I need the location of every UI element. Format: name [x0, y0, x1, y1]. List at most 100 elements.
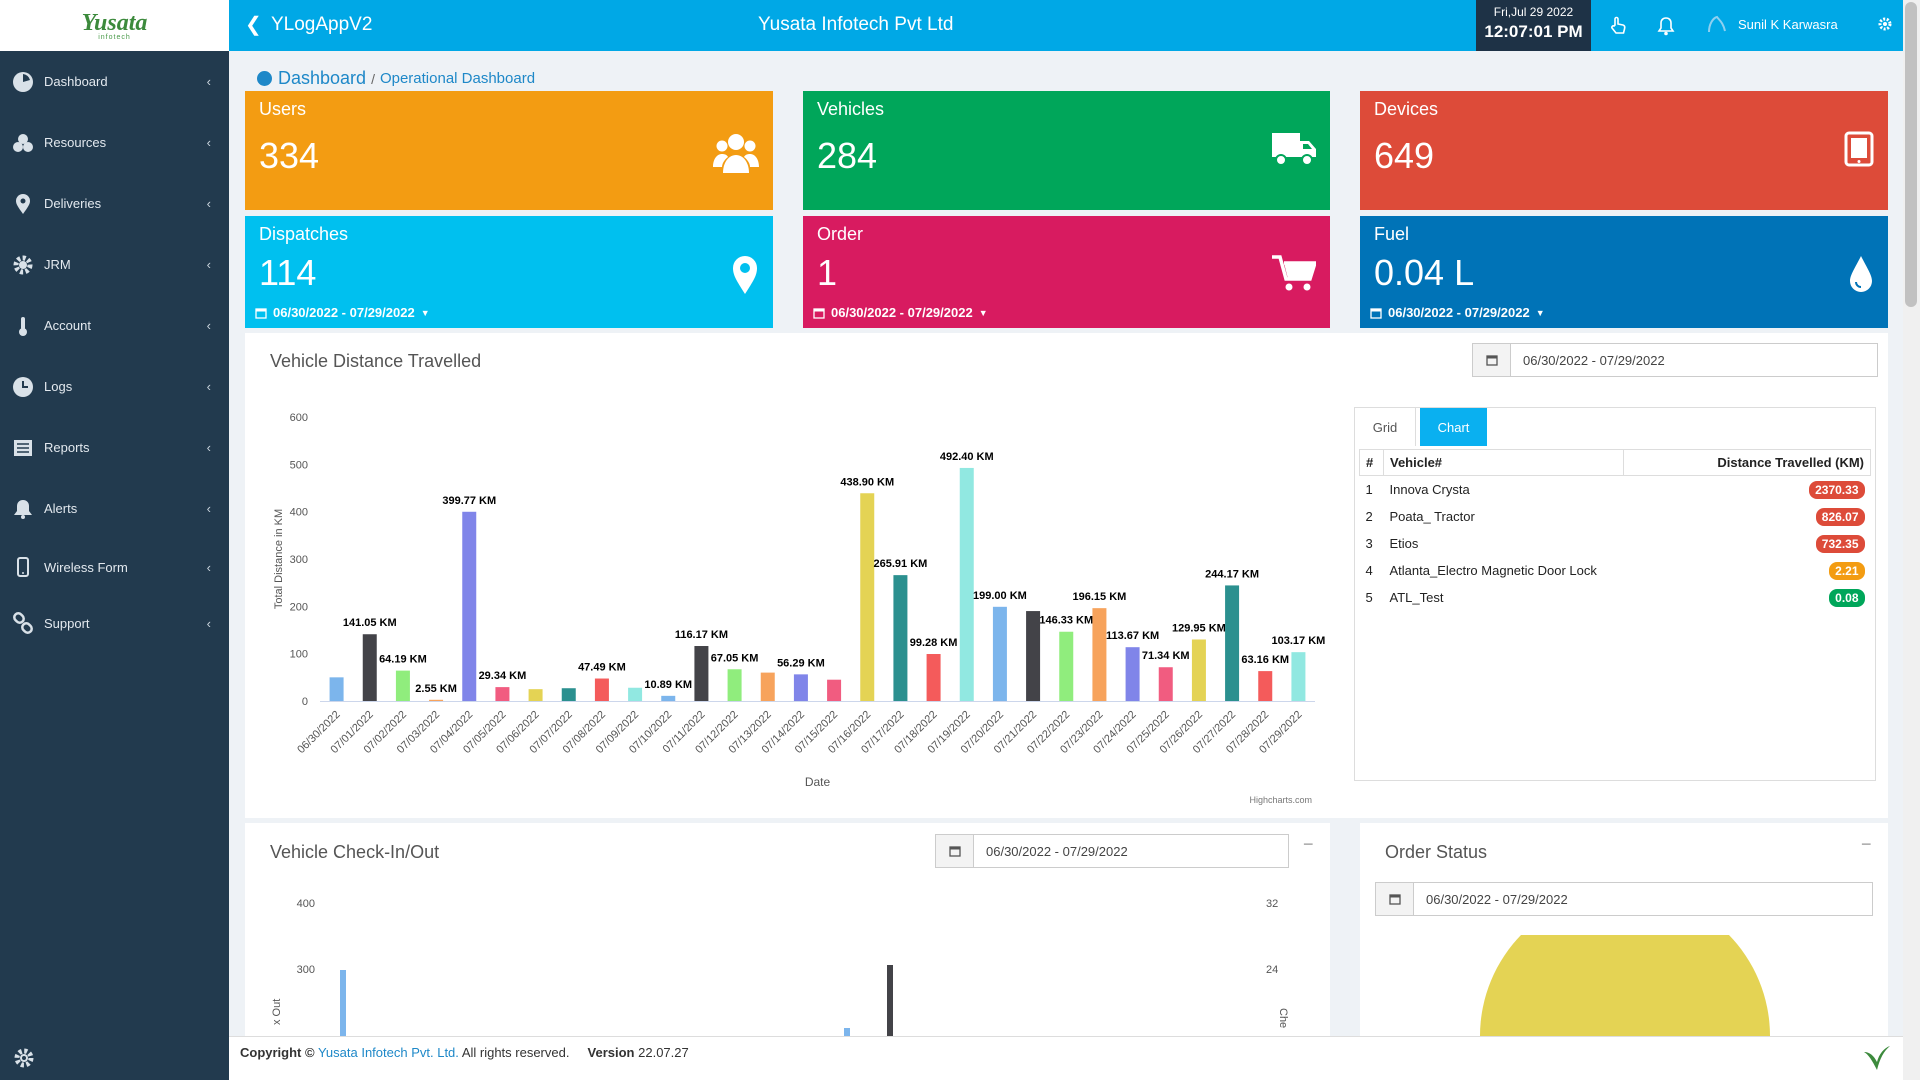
company-name: Yusata Infotech Pvt Ltd [758, 14, 954, 35]
tile-date-range-picker[interactable]: 06/30/2022 - 07/29/2022 ▼ [255, 305, 430, 320]
bar-07-23-2022 [1092, 608, 1107, 701]
bar-07-09-2022 [628, 687, 643, 701]
users-icon [713, 131, 759, 180]
row-number: 2 [1365, 508, 1373, 524]
row-vehicle: Etios [1389, 535, 1419, 551]
checkin-y-tick-300: 300 [297, 964, 315, 976]
breadcrumb-current: Operational Dashboard [379, 70, 536, 87]
user-name[interactable]: Sunil K Karwasra [1738, 17, 1838, 32]
y-tick-label: 500 [290, 459, 308, 471]
sidebar-item-deliveries[interactable]: Deliveries ‹ [0, 173, 229, 234]
tile-date-range-picker[interactable]: 06/30/2022 - 07/29/2022 ▼ [1370, 305, 1545, 320]
column-header-distance: Distance Travelled (KM) [1623, 449, 1871, 476]
chart-credit: Highcharts.com [1249, 795, 1312, 805]
data-label: 64.19 KM [379, 654, 427, 666]
hand-pointer-icon[interactable] [1609, 16, 1627, 41]
calendar-icon [813, 307, 825, 319]
breadcrumb-dashboard[interactable]: Dashboard [278, 68, 367, 88]
tile-date-range-picker[interactable]: 06/30/2022 - 07/29/2022 ▼ [813, 305, 988, 320]
data-label: 438.90 KM [840, 476, 894, 488]
dashboard-icon [12, 71, 34, 93]
avatar[interactable] [1705, 14, 1729, 39]
stat-tile-users[interactable]: Users 334 [245, 91, 773, 210]
sidebar-item-jrm[interactable]: JRM ‹ [0, 234, 229, 295]
share-settings-icon[interactable] [1877, 16, 1893, 37]
bell-icon[interactable] [1657, 16, 1675, 41]
tile-label: Vehicles [817, 99, 885, 119]
bar-07-03-2022 [429, 699, 444, 701]
tab-chart[interactable]: Chart [1420, 408, 1487, 446]
sidebar-item-label: Wireless Form [44, 559, 128, 575]
gear-icon [14, 1048, 34, 1068]
stat-tile-order[interactable]: Order 1 06/30/2022 - 07/29/2022 ▼ [803, 216, 1330, 328]
checkin-right-tick-32: 32 [1266, 898, 1278, 910]
back-arrow-icon[interactable]: ❮ [245, 14, 262, 36]
date-time-display: Fri,Jul 29 2022 12:07:01 PM [1476, 0, 1591, 51]
tile-date-range: 06/30/2022 - 07/29/2022 [273, 305, 415, 320]
table-row[interactable]: 2 Poata_ Tractor 826.07 [1360, 503, 1871, 530]
chevron-left-icon: ‹ [206, 615, 211, 631]
collapse-order-button[interactable]: − [1861, 834, 1872, 854]
chevron-left-icon: ‹ [206, 196, 211, 211]
table-row[interactable]: 5 ATL_Test 0.08 [1360, 584, 1871, 611]
bar-07-07-2022 [561, 688, 576, 701]
data-label: 199.00 KM [973, 590, 1027, 602]
data-label: 56.29 KM [777, 657, 825, 669]
data-label: 29.34 KM [479, 670, 527, 682]
bar-07-12-2022 [727, 669, 742, 701]
logo-text: Yusata [81, 10, 148, 36]
bar-07-16-2022 [860, 493, 875, 701]
footer-company-link[interactable]: Yusata Infotech Pvt. Ltd. [317, 1045, 459, 1060]
data-label: 244.17 KM [1205, 568, 1259, 580]
checkin-date-range-input[interactable]: 06/30/2022 - 07/29/2022 [935, 834, 1289, 868]
tab-grid[interactable]: Grid [1355, 408, 1416, 446]
data-label: 113.67 KM [1106, 630, 1159, 642]
distance-date-range-input[interactable]: 06/30/2022 - 07/29/2022 [1472, 343, 1878, 377]
data-label: 141.05 KM [343, 617, 397, 629]
stat-tile-vehicles[interactable]: Vehicles 284 [803, 91, 1330, 210]
bar-07-27-2022 [1225, 585, 1240, 701]
sidebar-item-account[interactable]: Account ‹ [0, 295, 229, 356]
sidebar-item-resources[interactable]: Resources ‹ [0, 112, 229, 173]
sidebar-item-reports[interactable]: Reports ‹ [0, 417, 229, 478]
data-label: 63.16 KM [1241, 654, 1289, 666]
clock-icon [12, 376, 34, 398]
sidebar-item-logs[interactable]: Logs ‹ [0, 356, 229, 417]
data-label: 399.77 KM [442, 495, 496, 507]
table-row[interactable]: 4 Atlanta_Electro Magnetic Door Lock 2.21 [1360, 557, 1871, 584]
stat-tile-devices[interactable]: Devices 649 [1360, 91, 1888, 210]
checkin-y-tick-400: 400 [297, 898, 315, 910]
brand-logo[interactable]: Yusata infotech [0, 0, 229, 51]
app-name: YLogAppV2 [271, 14, 373, 35]
resources-icon [12, 132, 34, 154]
data-label: 10.89 KM [644, 679, 692, 691]
current-time: 12:07:01 PM [1484, 22, 1583, 41]
order-date-range-input[interactable]: 06/30/2022 - 07/29/2022 [1375, 882, 1873, 916]
sidebar-item-support[interactable]: Support ‹ [0, 595, 229, 651]
sidebar-settings-button[interactable] [0, 1036, 229, 1080]
sidebar-item-dashboard[interactable]: Dashboard ‹ [0, 51, 229, 112]
sidebar-item-label: Dashboard [44, 74, 108, 89]
table-row[interactable]: 1 Innova Crysta 2370.33 [1360, 476, 1871, 503]
checkin-y-right-label: Che [1277, 1008, 1289, 1028]
y-tick-label: 0 [302, 696, 308, 708]
stat-tile-dispatches[interactable]: Dispatches 114 06/30/2022 - 07/29/2022 ▼ [245, 216, 773, 328]
checkin-y-left-label: x Out [271, 999, 283, 1025]
bar-07-29-2022 [1291, 652, 1306, 701]
order-pie-slice [1480, 935, 1770, 1036]
distance-date-range-value: 06/30/2022 - 07/29/2022 [1523, 352, 1665, 368]
distance-table: # Vehicle# Distance Travelled (KM) 1 Inno… [1359, 449, 1871, 611]
page-scrollbar-thumb[interactable] [1905, 2, 1917, 307]
table-row[interactable]: 3 Etios 732.35 [1360, 530, 1871, 557]
tile-value: 1 [817, 252, 838, 293]
stat-tile-fuel[interactable]: Fuel 0.04 L 06/30/2022 - 07/29/2022 ▼ [1360, 216, 1888, 328]
current-date: Fri,Jul 29 2022 [1493, 5, 1574, 19]
collapse-checkin-button[interactable]: − [1303, 834, 1314, 854]
sidebar-item-label: Deliveries [44, 196, 102, 211]
sidebar-item-wireless-form[interactable]: Wireless Form ‹ [0, 539, 229, 595]
y-tick-label: 400 [290, 507, 308, 519]
thermometer-icon [12, 315, 34, 337]
column-header-number: # [1359, 449, 1384, 476]
bar-07-15-2022 [827, 679, 842, 701]
sidebar-item-alerts[interactable]: Alerts ‹ [0, 478, 229, 539]
